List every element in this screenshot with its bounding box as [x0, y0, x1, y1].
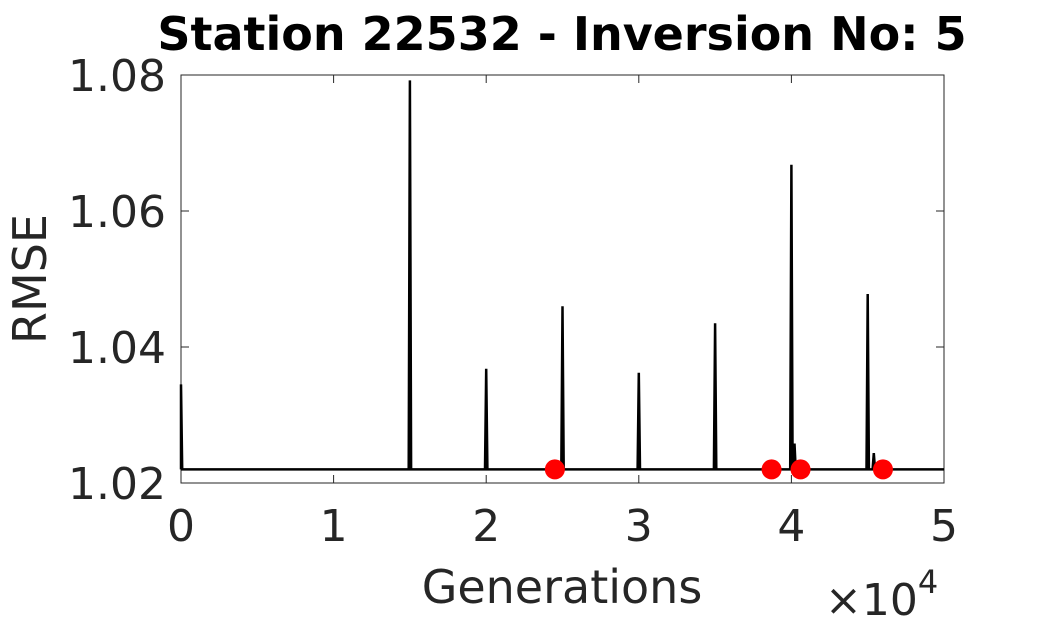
- best-solution-marker: [544, 459, 565, 480]
- best-solution-marker: [790, 459, 811, 480]
- best-solution-marker: [872, 459, 893, 480]
- x-axis-label: Generations: [422, 560, 703, 614]
- y-tick-label: 1.04: [68, 323, 166, 374]
- x-axis-ticks: [180, 75, 945, 483]
- y-tick-label: 1.06: [68, 187, 166, 238]
- x-axis-tick-labels: 0 1 2 3 4 5: [167, 501, 958, 552]
- chart-title: Station 22532 - Inversion No: 5: [157, 7, 966, 61]
- plot-frame: [180, 74, 945, 484]
- y-tick-label: 1.08: [68, 51, 166, 102]
- y-tick-label: 1.02: [68, 459, 166, 510]
- x-axis-multiplier-exponent: 4: [918, 563, 938, 601]
- x-tick-label: 0: [167, 501, 195, 552]
- best-solution-marker: [761, 459, 782, 480]
- x-tick-label: 5: [930, 501, 958, 552]
- y-axis-tick-labels: 1.02 1.04 1.06 1.08: [68, 51, 166, 510]
- x-tick-label: 4: [777, 501, 805, 552]
- rmse-series: [179, 80, 944, 471]
- x-axis-multiplier: ×104: [825, 563, 938, 625]
- x-tick-label: 1: [320, 501, 348, 552]
- y-axis-ticks: [181, 74, 944, 484]
- x-tick-label: 2: [472, 501, 500, 552]
- x-axis-multiplier-base: ×10: [825, 575, 918, 625]
- y-axis-label: RMSE: [3, 214, 57, 344]
- best-solution-markers: [544, 459, 893, 480]
- x-tick-label: 3: [625, 501, 653, 552]
- rmse-line: [179, 80, 944, 471]
